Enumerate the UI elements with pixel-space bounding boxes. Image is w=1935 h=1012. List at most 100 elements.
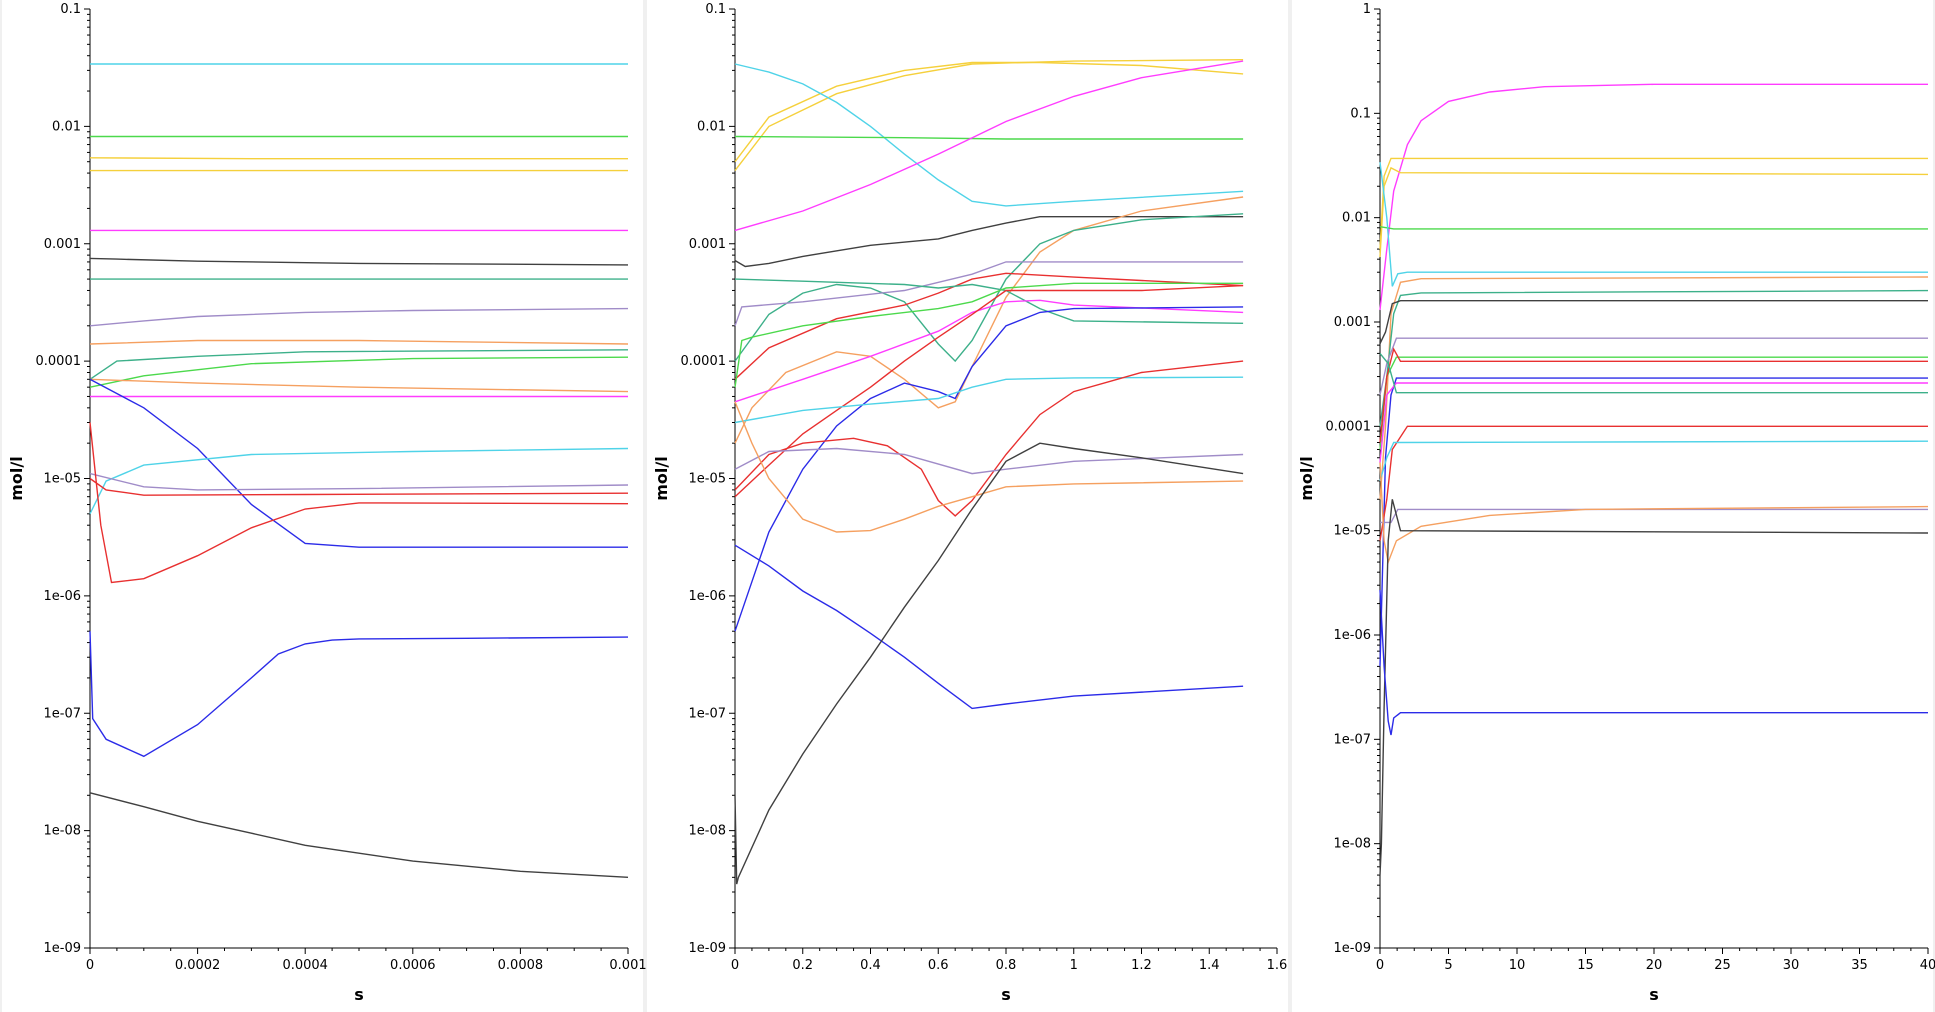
series-line-13 — [1379, 382, 1928, 463]
series-group — [734, 59, 1244, 885]
x-axis-title: s — [1649, 985, 1659, 1004]
series-line-2 — [734, 59, 1244, 172]
series-line-12 — [734, 282, 1244, 388]
series-line-14 — [1379, 352, 1928, 394]
x-axis-title: s — [354, 985, 364, 1004]
x-tick-label: 0 — [731, 958, 739, 973]
series-line-3 — [734, 63, 1244, 207]
x-tick-label: 0 — [86, 958, 94, 973]
panel-background — [1292, 0, 1933, 1012]
series-line-4 — [734, 135, 1244, 140]
series-group — [1379, 83, 1929, 876]
series-line-5 — [1379, 162, 1928, 287]
y-tick-label: 1e-05 — [1333, 524, 1371, 539]
series-line-18 — [89, 422, 629, 584]
y-tick-label: 1e-08 — [43, 824, 81, 839]
y-tick-label: 1e-08 — [688, 824, 726, 839]
y-tick-label: 1 — [1363, 2, 1371, 17]
y-tick-label: 0.01 — [697, 119, 726, 134]
x-tick-label: 0.8 — [996, 958, 1017, 973]
x-tick-label: 30 — [1783, 958, 1800, 973]
y-tick-label: 0.1 — [1350, 106, 1371, 121]
x-tick-label: 0.0002 — [175, 958, 221, 973]
series-line-18 — [734, 447, 1244, 475]
x-tick-label: 5 — [1444, 958, 1452, 973]
y-tick-label: 0.1 — [705, 2, 726, 17]
y-tick-label: 1e-08 — [1333, 837, 1371, 852]
y-tick-label: 1e-09 — [43, 941, 81, 956]
series-line-14 — [734, 306, 1244, 632]
y-tick-label: 0.0001 — [36, 354, 82, 369]
series-line-12 — [89, 378, 629, 393]
series-line-11 — [89, 356, 629, 388]
y-tick-label: 0.01 — [52, 119, 81, 134]
x-tick-label: 0.6 — [928, 958, 949, 973]
y-axis-title: mol/l — [7, 456, 26, 500]
series-group — [89, 63, 629, 878]
series-line-14 — [89, 378, 628, 548]
y-tick-label: 0.1 — [60, 2, 81, 17]
x-tick-label: 1 — [1070, 958, 1078, 973]
y-tick-label: 1e-09 — [688, 941, 726, 956]
series-line-19 — [1379, 499, 1929, 876]
series-line-10 — [734, 272, 1244, 380]
y-tick-label: 1e-05 — [43, 472, 81, 487]
series-line-3 — [1379, 166, 1929, 258]
series-line-20 — [1379, 589, 1928, 736]
x-tick-label: 0.0006 — [390, 958, 436, 973]
y-tick-label: 0.01 — [1342, 211, 1371, 226]
y-tick-label: 1e-05 — [688, 472, 726, 487]
series-line-1 — [1379, 83, 1928, 311]
y-tick-label: 1e-09 — [1333, 941, 1371, 956]
series-line-16 — [734, 376, 1244, 424]
x-tick-label: 1.4 — [1199, 958, 1220, 973]
series-line-19 — [734, 401, 1244, 533]
x-tick-label: 15 — [1577, 958, 1594, 973]
x-tick-label: 0.0008 — [498, 958, 544, 973]
series-line-3 — [89, 157, 628, 160]
y-tick-label: 1e-06 — [1333, 628, 1371, 643]
series-line-11 — [1379, 347, 1928, 443]
series-line-6 — [1379, 276, 1929, 500]
series-line-20 — [89, 792, 629, 878]
y-tick-label: 0.0001 — [1326, 419, 1372, 434]
y-tick-label: 0.001 — [44, 237, 81, 252]
series-line-20 — [734, 544, 1244, 710]
y-axis-title: mol/l — [1297, 456, 1316, 500]
x-tick-label: 10 — [1509, 958, 1526, 973]
x-tick-label: 0.001 — [609, 958, 646, 973]
series-line-16 — [1379, 440, 1929, 482]
panel-background — [2, 0, 643, 1012]
x-tick-label: 1.6 — [1267, 958, 1288, 973]
series-line-17 — [89, 477, 629, 496]
y-tick-label: 0.001 — [1334, 315, 1371, 330]
x-tick-label: 0.0004 — [282, 958, 328, 973]
y-tick-label: 0.0001 — [681, 354, 727, 369]
series-line-6 — [89, 257, 629, 266]
series-line-9 — [89, 339, 629, 345]
series-line-6 — [734, 215, 1244, 268]
y-tick-label: 1e-07 — [1333, 732, 1371, 747]
series-line-8 — [1379, 300, 1928, 345]
series-line-17 — [734, 360, 1244, 517]
y-tick-label: 1e-07 — [43, 706, 81, 721]
series-line-5 — [734, 60, 1244, 232]
x-tick-label: 20 — [1646, 958, 1663, 973]
y-axis-title: mol/l — [652, 456, 671, 500]
series-line-21 — [734, 442, 1244, 885]
series-line-18 — [1379, 462, 1929, 565]
x-tick-label: 1.2 — [1131, 958, 1152, 973]
x-tick-label: 0 — [1376, 958, 1384, 973]
y-tick-label: 1e-07 — [688, 706, 726, 721]
series-line-15 — [89, 447, 629, 515]
y-tick-label: 0.001 — [689, 237, 726, 252]
chart-panel-3: 1e-09 1e-08 1e-07 1e-06 1e-05 0.0001 0.001 0.01… — [1292, 0, 1935, 1012]
x-tick-label: 40 — [1920, 958, 1935, 973]
y-tick-label: 1e-06 — [688, 589, 726, 604]
x-tick-label: 0.2 — [792, 958, 813, 973]
y-tick-label: 1e-06 — [43, 589, 81, 604]
series-line-4 — [1379, 226, 1928, 230]
series-line-8 — [89, 307, 629, 327]
series-line-7 — [734, 196, 1244, 444]
